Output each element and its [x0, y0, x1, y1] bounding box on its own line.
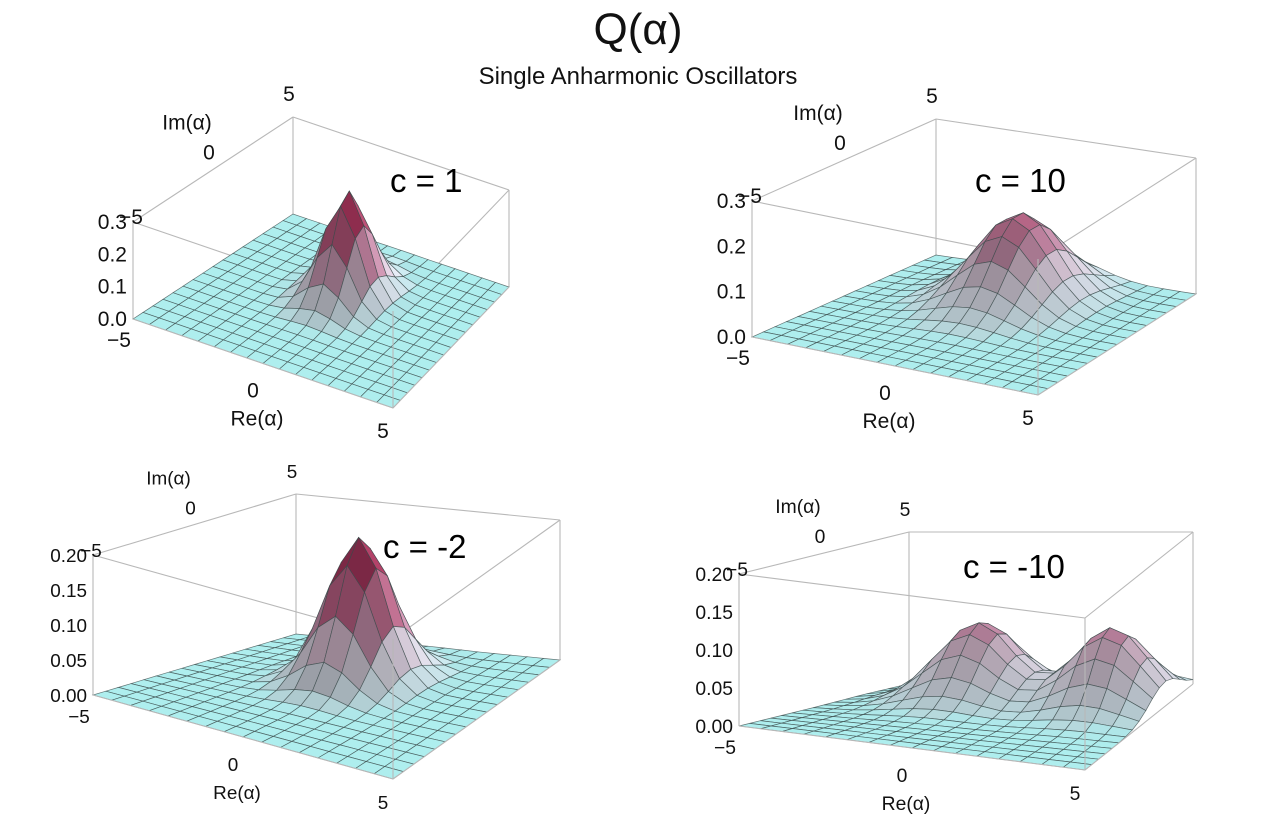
y-tick-label: 0: [815, 527, 826, 548]
box-edge: [751, 118, 937, 202]
z-tick-label: 0.0: [717, 326, 746, 349]
surface-plot-4: 0.000.050.100.150.20−505Re(α)−505Im(α)c …: [695, 497, 1194, 815]
z-tick-label: 0.05: [695, 679, 733, 700]
parameter-annotation: c = -10: [963, 548, 1065, 585]
x-tick-label: −5: [714, 738, 736, 759]
y-tick-label: 5: [900, 500, 911, 521]
x-tick-label: 0: [879, 382, 891, 405]
x-tick-label: 0: [897, 766, 908, 787]
box-edge: [295, 493, 561, 521]
x-axis-label: Re(α): [882, 794, 931, 815]
y-tick-label: 5: [287, 462, 298, 483]
box-edge: [92, 493, 297, 556]
z-tick-label: 0.20: [50, 546, 87, 567]
z-tick-label: 0.15: [50, 581, 87, 602]
parameter-annotation: c = -2: [383, 528, 466, 565]
box-edge: [1084, 683, 1194, 771]
x-axis-label: Re(α): [863, 410, 916, 433]
surface-plot-3: 0.000.050.100.150.20−505Re(α)−505Im(α)c …: [50, 462, 561, 814]
y-axis-label: Im(α): [146, 469, 191, 490]
y-tick-label: 5: [926, 85, 938, 108]
x-tick-label: 5: [377, 420, 389, 443]
y-tick-label: −5: [119, 206, 143, 229]
y-tick-label: 0: [185, 499, 196, 520]
z-tick-label: 0.2: [717, 235, 746, 258]
x-tick-label: 5: [378, 793, 389, 814]
z-tick-label: 0.2: [98, 243, 127, 266]
box-edge: [1037, 157, 1197, 260]
z-tick-label: 0.15: [695, 603, 733, 624]
box-edge: [738, 725, 1086, 771]
z-tick-label: 0.00: [50, 686, 87, 707]
x-axis-label: Re(α): [231, 408, 284, 431]
z-tick-label: 0.10: [50, 616, 87, 637]
x-axis-label: Re(α): [213, 783, 261, 804]
box-edge: [392, 659, 561, 780]
y-axis-label: Im(α): [775, 497, 820, 518]
y-axis-label: Im(α): [162, 112, 211, 135]
x-tick-label: 5: [1022, 407, 1034, 430]
box-edge: [292, 116, 510, 191]
y-tick-label: −5: [726, 560, 748, 581]
x-tick-label: 0: [247, 380, 259, 403]
box-edge: [935, 118, 1197, 159]
box-edge: [392, 519, 561, 640]
x-tick-label: 0: [228, 755, 239, 776]
y-tick-label: 0: [834, 132, 846, 155]
z-tick-label: 0.3: [98, 211, 127, 234]
box-edge: [1037, 293, 1197, 396]
y-axis-label: Im(α): [793, 102, 842, 125]
z-tick-label: 0.10: [695, 641, 733, 662]
box-edge: [92, 694, 394, 780]
x-tick-label: −5: [726, 347, 750, 370]
x-tick-label: −5: [107, 329, 131, 352]
parameter-annotation: c = 1: [390, 162, 462, 199]
z-tick-label: 0.0: [98, 308, 127, 331]
figure-title: Q(α): [593, 5, 683, 54]
box-edge: [751, 336, 1039, 396]
y-tick-label: 0: [203, 142, 215, 165]
box-edge: [1084, 531, 1194, 619]
z-tick-label: 0.3: [717, 190, 746, 213]
y-tick-label: −5: [738, 185, 762, 208]
box-edge: [738, 573, 1086, 619]
z-tick-label: 0.05: [50, 651, 87, 672]
box-edge: [132, 116, 294, 223]
y-tick-label: 5: [283, 83, 295, 106]
y-tick-label: −5: [80, 541, 102, 562]
box-edge: [132, 318, 394, 409]
box-edge: [738, 531, 910, 575]
x-tick-label: 5: [1070, 784, 1081, 805]
z-tick-label: 0.00: [695, 717, 733, 738]
z-tick-label: 0.1: [98, 276, 127, 299]
z-tick-label: 0.20: [695, 565, 733, 586]
figure-subtitle: Single Anharmonic Oscillators: [478, 63, 798, 90]
box-edge: [392, 286, 510, 409]
parameter-annotation: c = 10: [975, 162, 1066, 199]
z-tick-label: 0.1: [717, 281, 746, 304]
x-tick-label: −5: [68, 707, 90, 728]
